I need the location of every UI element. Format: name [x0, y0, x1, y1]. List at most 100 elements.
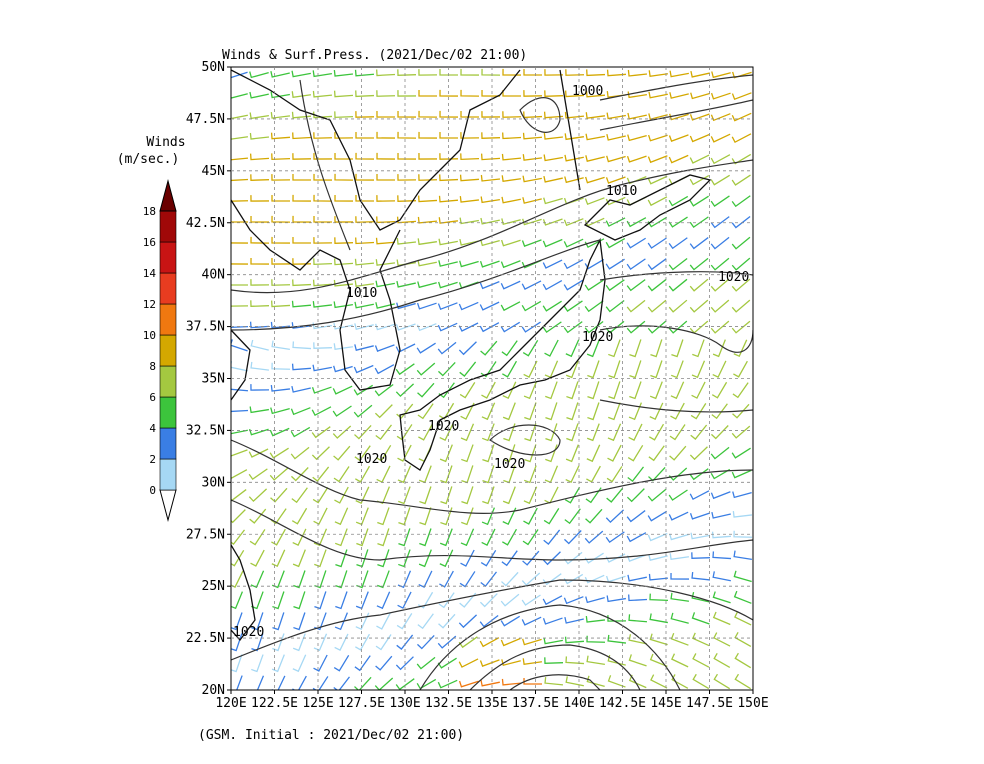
wind-barb [231, 305, 249, 307]
wind-barb [231, 71, 248, 79]
wind-barb [668, 195, 689, 207]
wind-barb [731, 236, 751, 250]
lat-tick-label: 22.5N [186, 631, 225, 646]
wind-barb [524, 402, 537, 421]
wind-barb [564, 111, 585, 119]
wind-barb [542, 300, 562, 312]
wind-barb [231, 612, 243, 631]
wind-barb [439, 153, 459, 160]
contour-label: 1020 [494, 457, 525, 472]
wind-barb [691, 612, 710, 625]
wind-barb [270, 487, 288, 503]
wind-barb [689, 299, 709, 313]
wind-barb [522, 339, 539, 357]
wind-barb [459, 217, 479, 225]
wind-barb [395, 363, 415, 376]
wind-barb [292, 279, 312, 287]
wind-barb [626, 279, 646, 292]
wind-barb [689, 113, 710, 121]
wind-barb [710, 236, 730, 250]
wind-barb [250, 570, 265, 589]
wind-barb [292, 194, 312, 202]
wind-barb [542, 617, 563, 625]
wind-barb [479, 322, 500, 333]
wind-barb [565, 90, 585, 98]
wind-barb [438, 217, 459, 224]
wind-barb [480, 549, 497, 567]
wind-barb [586, 69, 606, 77]
wind-barb [313, 654, 328, 672]
wind-barb [584, 300, 604, 313]
wind-barb [605, 531, 625, 544]
wind-barb [607, 423, 622, 442]
wind-barb [418, 89, 438, 97]
wind-barb [605, 217, 626, 227]
lat-tick-label: 27.5N [186, 527, 225, 542]
wind-barb [333, 301, 353, 309]
wind-barb [647, 134, 668, 142]
coastlines [231, 69, 712, 642]
lat-tick-label: 35N [202, 372, 225, 387]
wind-barb [521, 572, 541, 586]
wind-barb [438, 402, 455, 420]
wind-barb [354, 323, 374, 331]
wind-barb [250, 174, 270, 181]
axes: 120E 122.5E 125E 127.5E 130E 132.5E 135E 137.5E… [186, 60, 769, 711]
lon-tick-label: 137.5E [512, 696, 559, 711]
wind-barb [627, 112, 647, 120]
wind-barb [481, 528, 496, 546]
wind-barb [377, 507, 390, 526]
wind-barb [502, 486, 516, 505]
wind-barb [313, 258, 333, 266]
wind-barb [231, 339, 248, 352]
wind-barb [479, 260, 500, 268]
wind-barb [479, 637, 500, 648]
wind-barb [692, 673, 710, 690]
wind-barb [418, 549, 432, 568]
wind-barb [669, 70, 689, 78]
wind-barb [417, 281, 437, 289]
wind-barb [542, 321, 562, 334]
wind-barb [690, 424, 708, 440]
wind-barb [291, 507, 308, 525]
lon-tick-label: 145E [650, 696, 681, 711]
wind-barb [375, 302, 395, 309]
colorbar-label: 12 [143, 298, 156, 311]
wind-barb [522, 175, 542, 183]
wind-barb [733, 530, 753, 538]
wind-barb [565, 465, 580, 483]
wind-barb [585, 112, 606, 119]
wind-barb [479, 659, 500, 667]
wind-barb [523, 90, 543, 97]
wind-barb [648, 554, 668, 561]
wind-barb [628, 614, 648, 623]
wind-barb [459, 361, 477, 377]
contour-label: 1020 [582, 330, 613, 345]
wind-barb [544, 69, 564, 76]
wind-barb [710, 113, 731, 122]
wind-barb [292, 258, 312, 265]
wind-barb [231, 221, 249, 223]
wind-barb [251, 633, 264, 652]
wind-barb [334, 486, 349, 504]
wind-barb [397, 444, 412, 462]
wind-barb [710, 425, 729, 440]
wind-barb [524, 444, 537, 463]
wind-barb [734, 652, 752, 669]
wind-barb [627, 466, 645, 483]
wind-barb [270, 91, 290, 99]
wind-barb [668, 257, 688, 271]
lon-tick-label: 140E [563, 696, 594, 711]
wind-barb [586, 655, 605, 666]
wind-barb [649, 423, 665, 441]
wind-barb [291, 111, 312, 119]
wind-barb [691, 360, 706, 379]
wind-barb [397, 90, 417, 97]
wind-barb [521, 321, 541, 333]
wind-barb [626, 258, 646, 271]
wind-barb [397, 131, 417, 139]
wind-barb [333, 90, 354, 98]
wind-barb [290, 407, 311, 416]
wind-barb [481, 89, 501, 97]
wind-barb [418, 195, 438, 203]
